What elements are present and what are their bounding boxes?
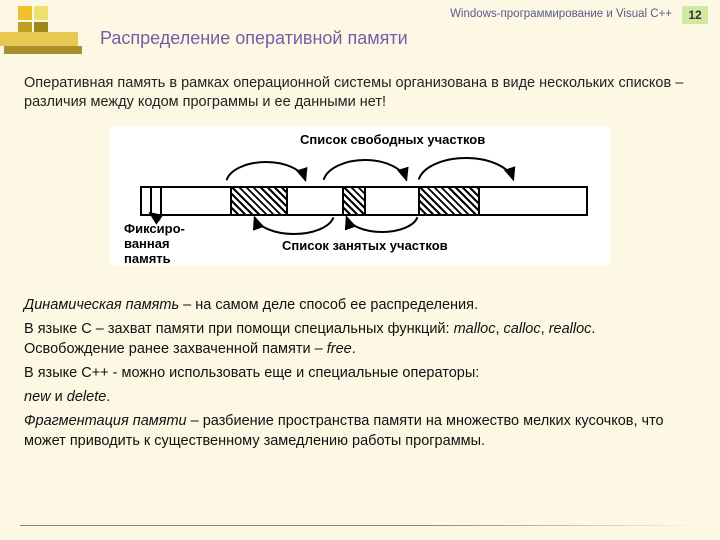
title-bar xyxy=(0,32,78,46)
memory-segment xyxy=(150,188,160,214)
logo-square xyxy=(34,6,48,20)
course-name: Windows-программирование и Visual C++ xyxy=(450,8,672,20)
term: Динамическая память xyxy=(24,297,179,313)
memory-segment xyxy=(286,188,342,214)
term: realloc xyxy=(549,321,592,337)
title-bar-shadow xyxy=(4,46,82,54)
term: calloc xyxy=(504,321,541,337)
text: и xyxy=(51,389,67,405)
term: Фрагментация памяти xyxy=(24,413,187,429)
text: , xyxy=(495,321,503,337)
memory-segment xyxy=(160,188,230,214)
text: – на самом деле способ ее распределения. xyxy=(179,297,478,313)
term: malloc xyxy=(454,321,496,337)
text: , xyxy=(541,321,549,337)
paragraph-c-lang: В языке С – захват памяти при помощи спе… xyxy=(24,320,700,359)
term: new xyxy=(24,389,51,405)
memory-segment xyxy=(230,188,286,214)
memory-segment xyxy=(364,188,418,214)
memory-segment xyxy=(418,188,478,214)
page-number: 12 xyxy=(682,6,708,24)
term: free xyxy=(327,341,352,357)
memory-segment xyxy=(342,188,364,214)
paragraph-dynamic-memory: Динамическая память – на самом деле спос… xyxy=(24,296,700,316)
memory-diagram: Список свободных участков Фиксиро- ванна… xyxy=(110,126,610,266)
memory-bar xyxy=(140,186,588,216)
memory-segment xyxy=(140,188,150,214)
text: В языке С – захват памяти при помощи спе… xyxy=(24,321,454,337)
footer-divider xyxy=(20,525,700,526)
intro-paragraph: Оперативная память в рамках операционной… xyxy=(24,74,696,112)
slide-title: Распределение оперативной памяти xyxy=(100,28,408,49)
logo-square xyxy=(18,6,32,20)
text: . xyxy=(106,389,110,405)
paragraph-new-delete: new и delete. xyxy=(24,388,700,408)
paragraph-fragmentation: Фрагментация памяти – разбиение простран… xyxy=(24,412,700,451)
term: delete xyxy=(67,389,107,405)
paragraph-cpp-lang: В языке С++ - можно использовать еще и с… xyxy=(24,364,700,384)
text: . xyxy=(352,341,356,357)
title-row: Распределение оперативной памяти xyxy=(0,32,720,56)
memory-segment xyxy=(478,188,586,214)
